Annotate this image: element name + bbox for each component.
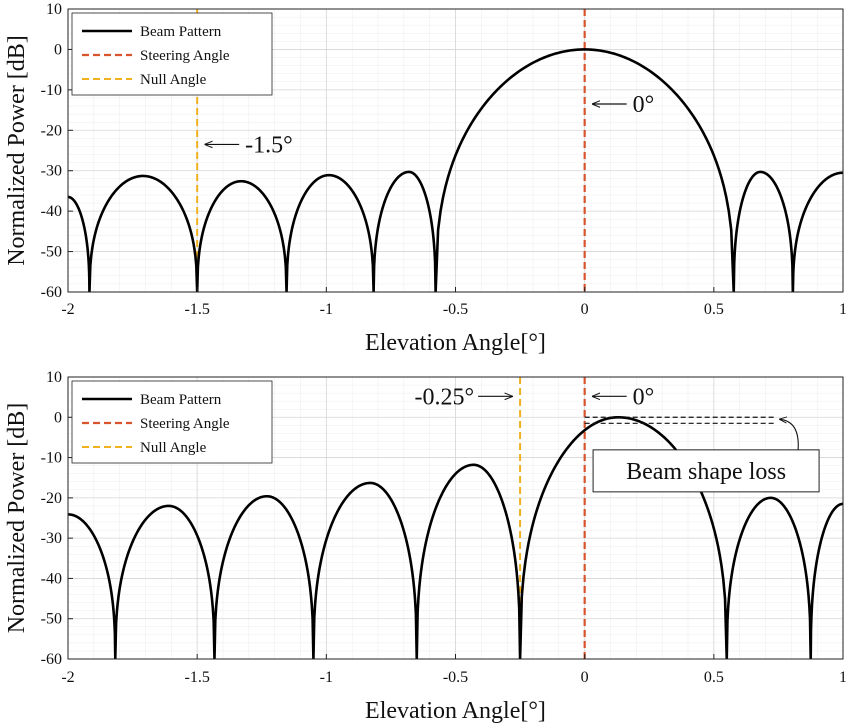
y-tick-label: -30 (41, 163, 62, 180)
y-axis-label: Normalized Power [dB] (4, 35, 30, 266)
x-tick-label: 0.5 (704, 669, 724, 686)
x-tick-label: -2 (61, 669, 74, 686)
y-tick-label: -50 (41, 611, 62, 628)
legend: Beam Pattern Steering Angle Null Angle (71, 380, 273, 464)
y-tick-label: -10 (41, 450, 62, 467)
x-tick-label: 0.5 (704, 301, 724, 318)
y-tick-label: -30 (41, 530, 62, 547)
y-tick-label: -50 (41, 244, 62, 261)
x-tick-label: -1 (320, 301, 333, 318)
legend-entry: Null Angle (140, 72, 207, 88)
legend-entry: Steering Angle (140, 48, 230, 64)
y-tick-label: -20 (41, 122, 62, 139)
beam-shape-loss-label: Beam shape loss (626, 459, 786, 485)
x-tick-label: 0 (581, 669, 589, 686)
y-tick-label: -10 (41, 82, 62, 99)
x-tick-label: 1 (839, 669, 847, 686)
annotation-label: 0° (633, 384, 655, 410)
annotation-label: -1.5° (245, 132, 293, 158)
annotation-label: -0.25° (414, 384, 474, 410)
y-tick-label: -40 (41, 203, 62, 220)
x-tick-label: 0 (581, 301, 589, 318)
legend-entry: Beam Pattern (140, 392, 222, 408)
x-tick-label: -2 (61, 301, 74, 318)
x-tick-label: -1 (320, 669, 333, 686)
legend-entry: Steering Angle (140, 416, 230, 432)
x-axis-label: Elevation Angle[°] (365, 330, 546, 356)
y-tick-label: 10 (46, 1, 62, 18)
legend-entry: Beam Pattern (140, 24, 222, 40)
y-tick-label: -20 (41, 490, 62, 507)
beam-shape-loss-box (592, 449, 820, 493)
legend-entry: Null Angle (140, 440, 207, 456)
chart-panel-1: -2 -1.5 -1 -0.5 0 0.5 1 10 0 -10 -20 -30 -40 -50 -60 El… (4, 1, 847, 356)
x-tick-label: 1 (839, 301, 847, 318)
beam-pattern-line (68, 415, 843, 659)
y-tick-label: -40 (41, 570, 62, 587)
y-tick-label: 10 (46, 369, 62, 386)
legend: Beam Pattern Steering Angle Null Angle (71, 12, 273, 96)
annotation-label: 0° (633, 92, 655, 118)
x-tick-label: -1.5 (185, 301, 210, 318)
x-tick-label: -1.5 (185, 669, 210, 686)
y-tick-label: 0 (54, 409, 62, 426)
x-tick-label: -0.5 (443, 669, 468, 686)
y-axis-label: Normalized Power [dB] (4, 403, 30, 634)
y-tick-label: -60 (41, 651, 62, 668)
x-tick-label: -0.5 (443, 301, 468, 318)
y-tick-label: -60 (41, 284, 62, 301)
chart-panel-2: -2 -1.5 -1 -0.5 0 0.5 1 10 0 -10 -20 -30 -40 -50 -60 El… (4, 369, 847, 724)
loss-arrow (780, 419, 799, 450)
y-tick-label: 0 (54, 41, 62, 58)
x-axis-label: Elevation Angle[°] (365, 698, 546, 724)
beam-pattern-line (68, 48, 843, 292)
